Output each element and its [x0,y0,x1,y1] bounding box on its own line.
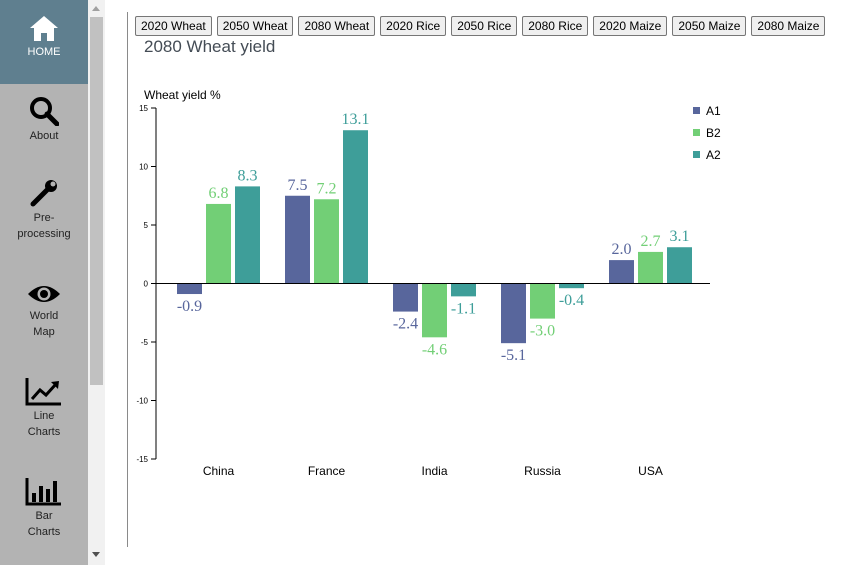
data-label: 2.0 [612,241,632,258]
dataset-toolbar: 2020 Wheat 2050 Wheat 2080 Wheat 2020 Ri… [135,16,826,36]
btn-2020-wheat[interactable]: 2020 Wheat [135,16,212,36]
sidebar-item-line-charts[interactable]: Line Charts [0,376,88,440]
btn-2050-rice[interactable]: 2050 Rice [451,16,518,36]
search-icon [30,97,59,126]
data-label: 7.5 [288,177,308,194]
y-tick-label: 15 [139,104,148,113]
sidebar-item-label: About [29,130,59,142]
btn-2020-maize[interactable]: 2020 Maize [593,16,668,36]
bar-A2-france [343,130,368,284]
wrench-icon [30,180,57,207]
sidebar-item-label-line2: processing [17,228,71,240]
data-label: 6.8 [209,185,229,202]
bar-B2-russia [530,283,555,319]
line-chart-icon [25,378,61,406]
legend-label: A1 [706,104,721,118]
btn-2020-rice[interactable]: 2020 Rice [380,16,447,36]
data-label: -1.1 [451,300,476,317]
data-label: -0.9 [177,298,202,315]
y-tick-label: 5 [144,221,149,230]
data-label: 3.1 [670,228,690,245]
bar-B2-france [314,199,339,284]
data-label: -2.4 [393,316,418,333]
content-divider [127,12,128,547]
chart-title: 2080 Wheat yield [144,37,276,56]
data-label: -4.6 [422,341,447,358]
bar-B2-china [206,203,231,284]
data-label: 13.1 [342,111,370,128]
bar-B2-usa [638,251,663,284]
sidebar-item-label-line1: Pre- [33,212,55,224]
sidebar-item-home[interactable]: HOME [0,0,88,84]
data-label: 2.7 [641,233,661,250]
legend-swatch-A2 [693,151,700,158]
sidebar-item-label-line2: Charts [27,526,61,538]
y-tick-label: 0 [144,280,149,289]
sidebar-item-label-line2: Charts [27,426,61,438]
scroll-up-arrow-icon[interactable] [92,6,100,11]
y-axis-label: Wheat yield % [144,88,221,102]
sidebar: HOME About Pre- processing World Map [0,0,88,565]
sidebar-item-about[interactable]: About [0,96,88,144]
sidebar-item-bar-charts[interactable]: Bar Charts [0,476,88,540]
bar-A2-russia [559,283,584,289]
y-tick-label: -10 [136,397,148,406]
sidebar-item-label: HOME [27,46,61,58]
legend-label: A2 [706,148,721,162]
sidebar-item-label-line2: Map [33,326,55,338]
data-label: -0.4 [559,292,584,309]
btn-2080-rice[interactable]: 2080 Rice [522,16,589,36]
y-tick-label: -15 [136,455,148,464]
x-tick-label: USA [638,464,663,478]
btn-2080-wheat[interactable]: 2080 Wheat [298,16,376,36]
scrollbar-thumb[interactable] [90,17,103,385]
bar-A2-china [235,186,260,284]
data-label: 8.3 [238,167,258,184]
scroll-down-arrow-icon[interactable] [92,552,100,557]
legend-swatch-B2 [693,129,700,136]
home-icon [30,16,58,41]
legend-swatch-A1 [693,107,700,114]
data-label: 7.2 [317,180,337,197]
bar-chart-icon [25,478,61,506]
btn-2080-maize[interactable]: 2080 Maize [751,16,826,36]
x-tick-label: Russia [524,464,561,478]
sidebar-item-world-map[interactable]: World Map [0,282,88,340]
data-label: -5.1 [501,347,526,364]
legend-label: B2 [706,126,721,140]
eye-icon [28,286,60,302]
bar-A1-france [285,195,310,284]
y-tick-label: 10 [139,163,148,172]
btn-2050-maize[interactable]: 2050 Maize [672,16,747,36]
bar-A1-india [393,283,418,312]
x-tick-label: France [308,464,346,478]
x-tick-label: India [421,464,447,478]
bar-B2-india [422,283,447,338]
x-tick-label: China [203,464,235,478]
bar-A1-usa [609,260,634,284]
sidebar-item-label-line1: World [29,310,59,322]
bar-A2-usa [667,247,692,284]
sidebar-item-label-line1: Bar [35,510,53,522]
sidebar-item-preprocessing[interactable]: Pre- processing [0,178,88,242]
btn-2050-wheat[interactable]: 2050 Wheat [216,16,294,36]
data-label: -3.0 [530,323,555,340]
y-tick-label: -5 [141,338,149,347]
sidebar-scrollbar[interactable] [88,0,105,565]
bar-A1-china [177,283,202,295]
bar-A2-india [451,283,476,297]
bar-A1-russia [501,283,526,344]
sidebar-item-label-line1: Line [33,410,55,422]
